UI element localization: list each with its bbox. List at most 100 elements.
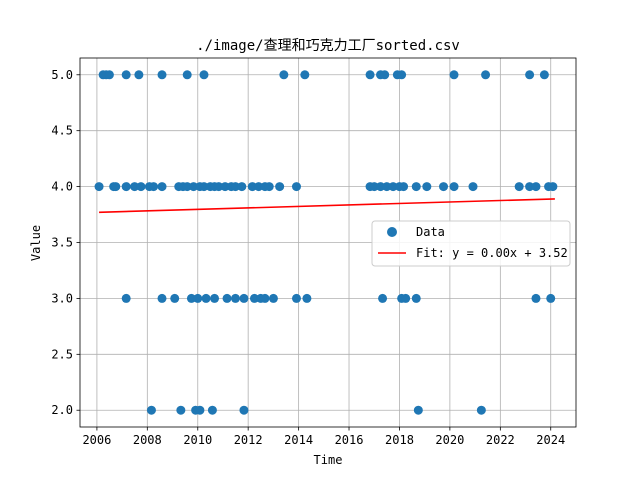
data-point (422, 182, 432, 192)
data-point (291, 182, 301, 192)
data-point (531, 293, 541, 303)
data-point (247, 182, 257, 192)
data-point (214, 182, 224, 192)
data-point (275, 182, 285, 192)
data-point (254, 182, 264, 192)
x-tick-label: 2008 (133, 433, 162, 447)
data-point (199, 70, 209, 80)
data-points-layer (94, 70, 558, 415)
data-point (230, 293, 240, 303)
data-point (378, 293, 388, 303)
data-point (222, 293, 232, 303)
data-point (170, 293, 180, 303)
data-point (548, 182, 558, 192)
legend-data-marker (387, 227, 397, 237)
legend-fit-label: Fit: y = 0.00x + 3.52 (416, 246, 568, 260)
legend: Data Fit: y = 0.00x + 3.52 (371, 220, 571, 267)
x-tick-label: 2016 (335, 433, 364, 447)
data-point (369, 182, 379, 192)
data-point (375, 182, 385, 192)
x-tick-label: 2018 (385, 433, 414, 447)
data-point (449, 182, 459, 192)
data-point (201, 293, 211, 303)
data-point (382, 182, 392, 192)
data-point (268, 293, 278, 303)
data-point (525, 182, 535, 192)
data-point (94, 182, 104, 192)
data-point (111, 182, 121, 192)
data-point (199, 182, 209, 192)
data-point (539, 70, 549, 80)
y-tick-label: 2.0 (51, 403, 73, 417)
data-point (239, 405, 249, 415)
data-point (136, 182, 146, 192)
data-point (186, 293, 196, 303)
data-point (514, 182, 524, 192)
data-point (121, 293, 131, 303)
data-point (546, 293, 556, 303)
data-point (210, 293, 220, 303)
data-point (302, 293, 312, 303)
data-point (249, 293, 259, 303)
data-point (157, 293, 167, 303)
data-point (279, 70, 289, 80)
y-tick-label: 3.5 (51, 236, 73, 250)
data-point (300, 70, 310, 80)
data-point (146, 405, 156, 415)
y-axis-label: Value (29, 225, 43, 261)
legend-data-label: Data (416, 225, 445, 239)
fit-line (99, 198, 555, 214)
x-tick-label: 2020 (435, 433, 464, 447)
data-point (237, 182, 247, 192)
fit-line-layer (99, 198, 555, 214)
chart-title: ./image/查理和巧克力工厂sorted.csv (196, 38, 460, 54)
data-point (380, 70, 390, 80)
data-point (481, 70, 491, 80)
x-tick-label: 2014 (284, 433, 313, 447)
data-point (207, 405, 217, 415)
data-point (193, 293, 203, 303)
data-point (439, 182, 449, 192)
x-tick-label: 2006 (82, 433, 111, 447)
data-point (182, 70, 192, 80)
y-tick-label: 4.5 (51, 124, 73, 138)
y-axis-ticks: 2.0 2.5 3.0 3.5 4.0 4.5 5.0 (51, 68, 80, 417)
data-point (476, 405, 486, 415)
data-point (121, 182, 131, 192)
data-point (468, 182, 478, 192)
y-tick-label: 4.0 (51, 180, 73, 194)
x-tick-label: 2012 (234, 433, 263, 447)
legend-box (371, 220, 571, 267)
data-point (104, 70, 114, 80)
data-point (401, 293, 411, 303)
x-tick-label: 2022 (486, 433, 515, 447)
data-point (157, 182, 167, 192)
data-point (531, 182, 541, 192)
x-tick-label: 2010 (183, 433, 212, 447)
data-point (134, 70, 144, 80)
data-point (149, 182, 159, 192)
data-point (130, 182, 140, 192)
y-tick-label: 2.5 (51, 347, 73, 361)
y-tick-label: 5.0 (51, 68, 73, 82)
y-tick-label: 3.0 (51, 291, 73, 305)
data-point (411, 293, 421, 303)
data-point (157, 70, 167, 80)
data-point (121, 70, 131, 80)
data-point (388, 182, 398, 192)
data-point (525, 70, 535, 80)
data-point (397, 70, 407, 80)
x-axis-label: Time (314, 453, 343, 467)
data-point (449, 70, 459, 80)
data-point (239, 293, 249, 303)
data-point (260, 293, 270, 303)
x-tick-label: 2024 (536, 433, 565, 447)
data-point (189, 182, 199, 192)
data-point (365, 70, 375, 80)
data-point (230, 182, 240, 192)
data-point (413, 405, 423, 415)
x-axis-ticks: 2006 2008 2010 2012 2014 2016 2018 2020 2022 2024 (82, 427, 565, 447)
data-point (176, 405, 186, 415)
data-point (411, 182, 421, 192)
